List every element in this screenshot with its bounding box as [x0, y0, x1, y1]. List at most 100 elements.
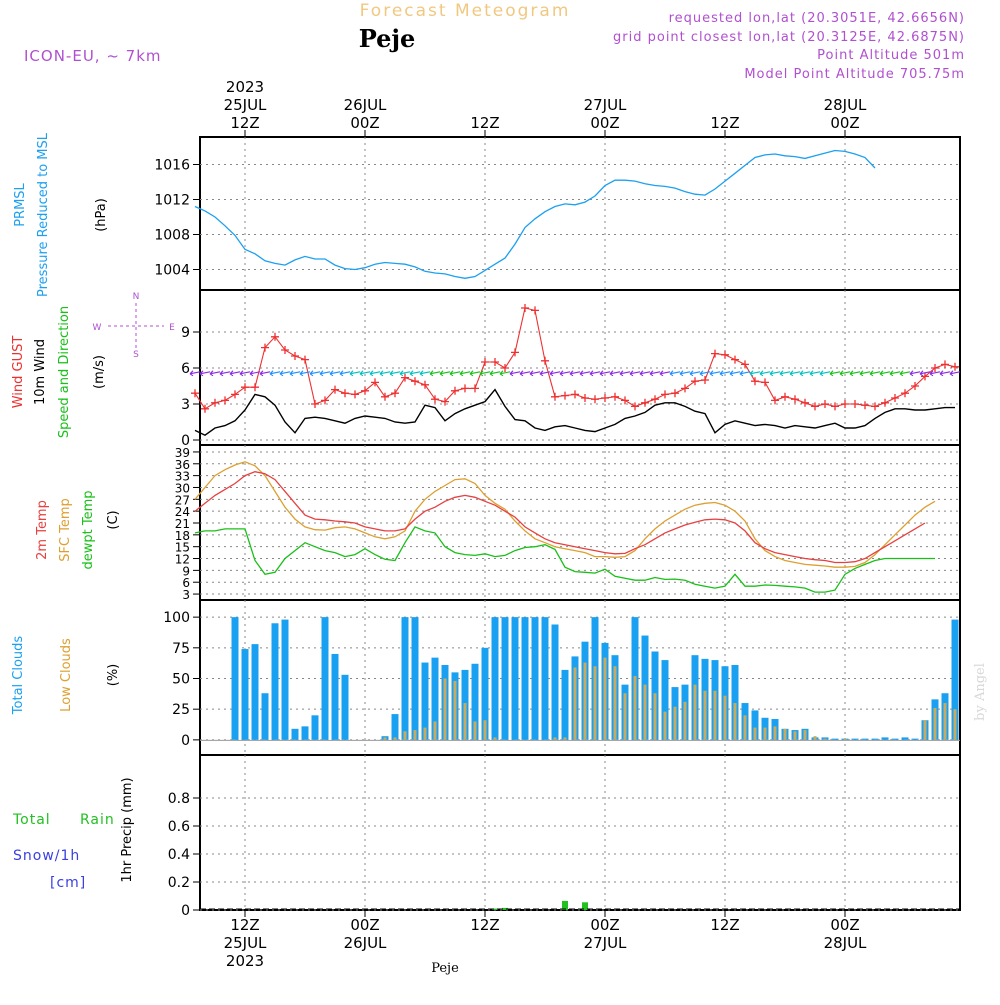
gust-marker [451, 386, 459, 395]
total-cloud-bar [421, 662, 429, 740]
low-cloud-bar [593, 666, 597, 740]
wind-direction-arrow [509, 370, 521, 377]
gust-marker [341, 389, 349, 398]
total-cloud-bar [661, 660, 669, 740]
low-cloud-bar [683, 701, 687, 740]
gust-marker [861, 401, 869, 410]
wind-direction-arrow [729, 370, 741, 377]
low-cloud-bar [413, 730, 417, 740]
wind-direction-arrow [599, 370, 611, 377]
y-tick-label: 36 [175, 458, 190, 472]
wind-direction-arrow [229, 370, 241, 377]
wind-direction-arrow [849, 370, 861, 377]
gust-marker [551, 392, 559, 401]
wind-direction-arrow [279, 370, 291, 377]
wind-direction-arrow [239, 370, 251, 377]
y-tick-label: 21 [175, 517, 190, 531]
y-tick-label: 15 [175, 541, 190, 555]
time-label: 00Z [830, 114, 859, 132]
gust-marker [311, 400, 319, 408]
total-cloud-bar [281, 619, 289, 740]
time-label: 25JUL [224, 96, 267, 114]
time-label: 00Z [830, 916, 859, 934]
gust-marker [231, 390, 239, 399]
gust-marker [701, 376, 709, 384]
wind-direction-arrow [639, 370, 651, 377]
low-cloud-bar [793, 731, 797, 740]
wind-direction-arrow [349, 370, 361, 377]
total-cloud-bar [471, 663, 479, 740]
time-label: 00Z [590, 916, 619, 934]
rain-bar [562, 900, 568, 910]
time-label: 00Z [350, 916, 379, 934]
gust-marker [851, 400, 859, 408]
gust-marker [391, 389, 399, 398]
temp-dewpt-label: dewpt Temp [81, 490, 96, 569]
low-cloud-bar [633, 676, 637, 740]
total-clouds-label: Total Clouds [11, 636, 26, 716]
rain-bar [502, 907, 508, 910]
low-cloud-bar [453, 680, 457, 740]
total-cloud-bar [911, 738, 919, 740]
gust-marker [871, 402, 879, 411]
gust-marker [881, 398, 889, 407]
gust-marker [241, 383, 249, 392]
wind-direction-arrow [759, 370, 771, 377]
temp-sfc-label: SFC Temp [58, 498, 73, 562]
y-tick-label: 1008 [154, 228, 190, 244]
gust-marker [441, 397, 449, 406]
wind-direction-arrow [319, 370, 331, 377]
wind-direction-arrow [899, 370, 911, 377]
total-cloud-bar [491, 617, 499, 740]
low-cloud-bar [383, 737, 387, 740]
gust-marker [331, 385, 339, 394]
gust-marker [721, 350, 729, 359]
gust-marker [321, 396, 329, 405]
y-tick-label: 18 [175, 529, 190, 543]
total-cloud-bar [241, 649, 249, 740]
total-cloud-bar [731, 665, 739, 740]
total-cloud-bar [331, 653, 339, 740]
gust-marker [461, 384, 469, 393]
wind-direction-arrow [359, 370, 371, 377]
pressure-msl-label: Pressure Reduced to MSL [36, 132, 51, 297]
wind-gust-label: Wind GUST [11, 336, 26, 409]
panel-frame-4: 0 0.2 0.4 0.6 0.8 [168, 754, 961, 919]
precip-unit-label: 1hr Precip (mm) [120, 777, 135, 882]
low-cloud-bar [643, 684, 647, 740]
wind-direction-arrow [889, 370, 901, 377]
y-tick-label: 75 [172, 641, 190, 657]
low-cloud-bar [473, 721, 477, 740]
requested-lonlat: requested lon,lat (20.3051E, 42.6656N) [669, 11, 965, 26]
point-altitude: Point Altitude 501m [817, 48, 965, 63]
compass-rose: N W E S [93, 292, 176, 360]
compass-e: E [169, 323, 175, 333]
temperature-panel: 2m Temp SFC Temp dewpt Temp (C) [35, 490, 121, 569]
total-cloud-bar [511, 617, 519, 740]
wind-direction-arrow [739, 370, 751, 377]
wind-direction-arrow [589, 370, 601, 377]
y-tick-label: 0.8 [168, 791, 190, 807]
low-cloud-bar [753, 727, 757, 740]
wind-direction-arrow [869, 370, 881, 377]
gust-marker [471, 384, 479, 393]
gust-marker [271, 332, 279, 341]
wind-direction-arrow [209, 370, 221, 377]
total-cloud-bar [341, 674, 349, 740]
gust-marker [941, 360, 949, 369]
gust-marker [761, 378, 769, 387]
total-cloud-bar [881, 737, 889, 740]
wind-direction-arrow [429, 370, 441, 377]
footer-location: Peje [431, 961, 459, 976]
wind-direction-arrow [929, 370, 941, 377]
wind-unit-label: (m/s) [92, 355, 107, 389]
panel-frame-1: 0 3 6 9 [181, 289, 961, 449]
gust-marker [831, 402, 839, 411]
y-tick-label: 33 [175, 470, 190, 484]
gust-marker [421, 380, 429, 389]
compass-s: S [133, 350, 139, 360]
rain-label: Rain [80, 812, 115, 828]
time-label: 28JUL [824, 934, 867, 952]
